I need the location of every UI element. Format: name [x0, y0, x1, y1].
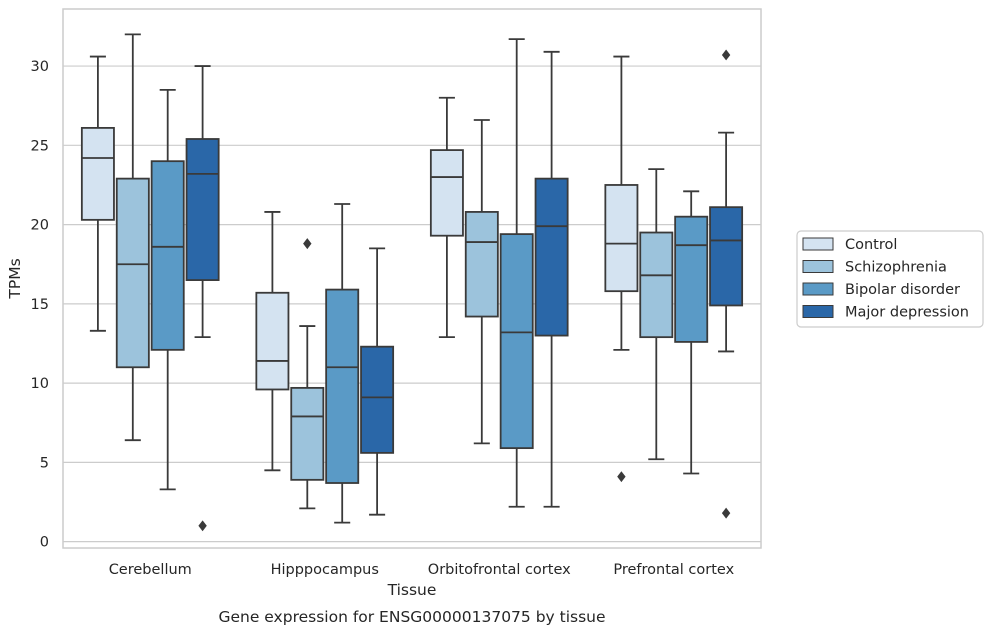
boxes: [80, 33, 744, 532]
box-1-1: [290, 238, 325, 510]
legend-label: Major depression: [845, 305, 969, 321]
outlier-point: [721, 507, 731, 519]
y-axis-label: TPMs: [6, 258, 24, 299]
y-tick-label: 20: [31, 218, 49, 234]
box-body: [639, 231, 674, 339]
chart-caption: Gene expression for ENSG00000137075 by t…: [218, 608, 605, 626]
box-body: [80, 126, 115, 221]
y-tick-label: 15: [31, 297, 49, 313]
x-tick-label: Orbitofrontal cortex: [428, 562, 571, 578]
box-2-3: [534, 50, 569, 508]
y-tick-label: 10: [31, 376, 49, 392]
legend-item: Schizophrenia: [802, 260, 947, 276]
box-body: [464, 211, 499, 318]
x-tick-label: Prefrontal cortex: [613, 562, 734, 578]
legend-swatch: [802, 282, 834, 296]
x-tick-label: Cerebellum: [109, 562, 192, 578]
y-tick-labels: 0 5 10 15 20 25 30: [31, 59, 49, 551]
legend-swatch: [802, 305, 834, 318]
legend-label: Control: [845, 237, 897, 253]
legend-item: Control: [802, 237, 897, 253]
box-body: [534, 177, 569, 337]
y-tick-label: 5: [40, 455, 49, 471]
legend-item: Major depression: [802, 305, 969, 321]
box-3-3: [709, 49, 744, 519]
box-body: [185, 138, 220, 281]
legend-label: Schizophrenia: [845, 260, 947, 276]
box-3-1: [639, 168, 674, 461]
box-3-2: [674, 190, 709, 475]
box-2-0: [429, 96, 464, 339]
y-tick-label: 25: [31, 138, 49, 154]
box-0-0: [80, 55, 115, 332]
x-tick-label: Hipppocampus: [271, 562, 379, 578]
box-body: [429, 149, 464, 237]
box-body: [290, 386, 325, 481]
legend-label: Bipolar disorder: [845, 282, 960, 298]
y-tick-label: 30: [31, 59, 49, 75]
legend-item: Bipolar disorder: [802, 282, 960, 298]
legend-frame: [796, 230, 984, 328]
box-1-0: [255, 211, 290, 472]
legend-swatch: [802, 237, 834, 251]
outlier-point: [721, 49, 731, 61]
box-body: [604, 184, 639, 293]
box-2-1: [464, 119, 499, 445]
box-body: [709, 206, 744, 307]
plot-frame: [62, 8, 762, 549]
box-body: [360, 345, 395, 454]
box-body: [499, 233, 534, 450]
x-axis-label: Tissue: [387, 581, 437, 599]
box-0-3: [185, 65, 220, 532]
box-body: [325, 288, 360, 484]
legend-swatch: [802, 260, 834, 273]
outlier-point: [617, 471, 626, 483]
box-3-0: [604, 55, 639, 483]
box-body: [255, 291, 290, 391]
box-0-1: [115, 33, 150, 442]
box-body: [150, 160, 185, 351]
legend: Control Schizophrenia Bipolar disorder Majo…: [796, 230, 984, 328]
box-body: [674, 215, 709, 343]
outlier-point: [198, 520, 207, 532]
box-1-2: [325, 203, 360, 524]
box-0-2: [150, 88, 185, 491]
y-tick-label: 0: [40, 535, 49, 551]
box-body: [115, 177, 150, 369]
x-tick-labels: Cerebellum Hipppocampus Orbitofrontal cort…: [109, 562, 735, 578]
outlier-point: [303, 238, 312, 250]
box-1-3: [360, 247, 395, 516]
box-2-2: [499, 38, 534, 508]
